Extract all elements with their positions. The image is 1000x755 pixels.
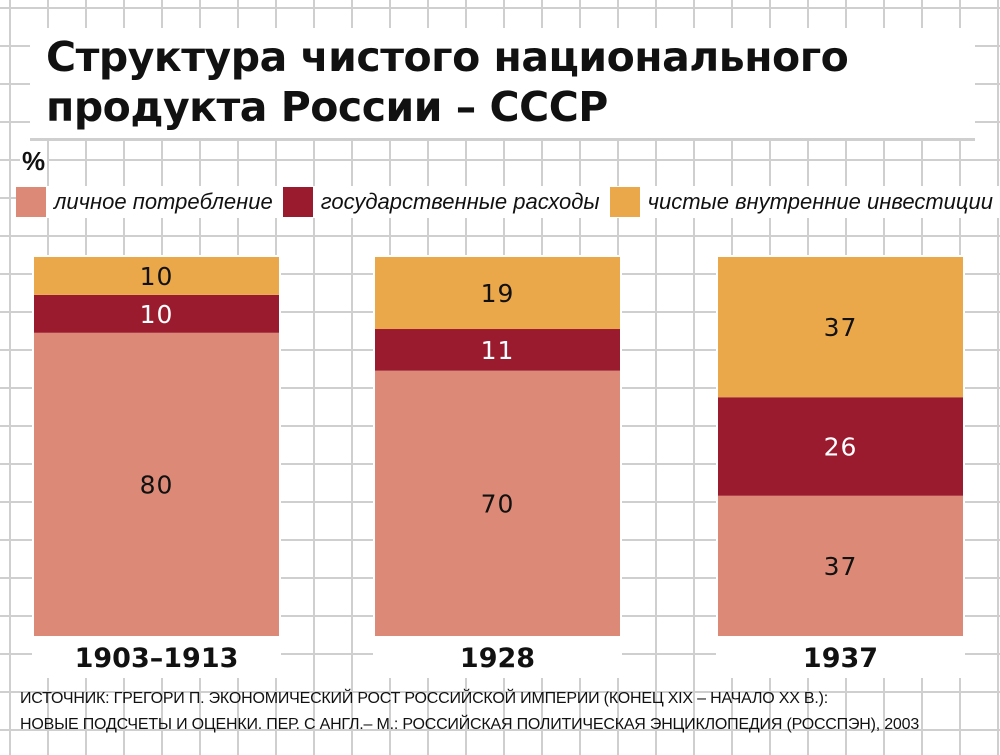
chart-title: Структура чистого национального продукта… <box>46 32 946 132</box>
title-background <box>30 28 975 138</box>
bar-government-1937 <box>718 397 963 496</box>
source-note: ИСТОЧНИК: ГРЕГОРИ П. ЭКОНОМИЧЕСКИЙ РОСТ … <box>20 686 980 738</box>
bar-consumption-1928 <box>375 370 620 636</box>
category-label-background-1903-1913 <box>32 638 281 678</box>
bar-investment-1928 <box>375 257 620 330</box>
data-label-government-1903-1913: 10 <box>140 300 174 329</box>
category-label-1928: 1928 <box>460 643 535 674</box>
legend-swatch-government <box>282 187 313 217</box>
legend-item-investment: чистые внутренние инвестиции <box>609 187 993 217</box>
data-label-government-1937: 26 <box>824 433 858 462</box>
category-label-background-1928 <box>373 638 622 678</box>
bar-investment-1937 <box>718 257 963 398</box>
legend-label-consumption: личное потребление <box>54 189 273 214</box>
bar-consumption-1903-1913 <box>34 332 279 636</box>
source-line-1: ИСТОЧНИК: ГРЕГОРИ П. ЭКОНОМИЧЕСКИЙ РОСТ … <box>20 690 829 707</box>
data-label-investment-1903-1913: 10 <box>140 262 174 291</box>
legend-swatch-investment <box>609 187 640 217</box>
data-label-consumption-1928: 70 <box>481 489 515 518</box>
data-label-government-1928: 11 <box>481 336 515 365</box>
title-divider <box>30 138 975 141</box>
legend-label-government: государственные расходы <box>320 189 600 214</box>
chart-title-line-1: Структура чистого национального <box>46 33 849 81</box>
data-label-investment-1937: 37 <box>824 313 858 342</box>
legend-item-government: государственные расходы <box>282 187 600 217</box>
category-label-1903-1913: 1903–1913 <box>75 643 239 674</box>
data-label-consumption-1903-1913: 80 <box>140 470 174 499</box>
legend-item-consumption: личное потребление <box>16 187 273 217</box>
source-line-2: НОВЫЕ ПОДСЧЕТЫ И ОЦЕНКИ. ПЕР. С АНГЛ.– М… <box>20 716 920 733</box>
legend: личное потребление государственные расхо… <box>16 186 1000 218</box>
bar-government-1928 <box>375 329 620 371</box>
chart-title-line-2: продукта России – СССР <box>46 83 608 131</box>
category-label-background-1937 <box>716 638 965 678</box>
legend-swatch-consumption <box>16 187 46 217</box>
bar-government-1903-1913 <box>34 294 279 333</box>
legend-label-investment: чистые внутренние инвестиции <box>647 189 993 214</box>
bar-consumption-1937 <box>718 495 963 636</box>
data-label-investment-1928: 19 <box>481 279 515 308</box>
bar-investment-1903-1913 <box>34 257 279 295</box>
y-unit-label: % <box>20 146 48 177</box>
data-label-consumption-1937: 37 <box>824 552 858 581</box>
category-label-1937: 1937 <box>803 643 878 674</box>
